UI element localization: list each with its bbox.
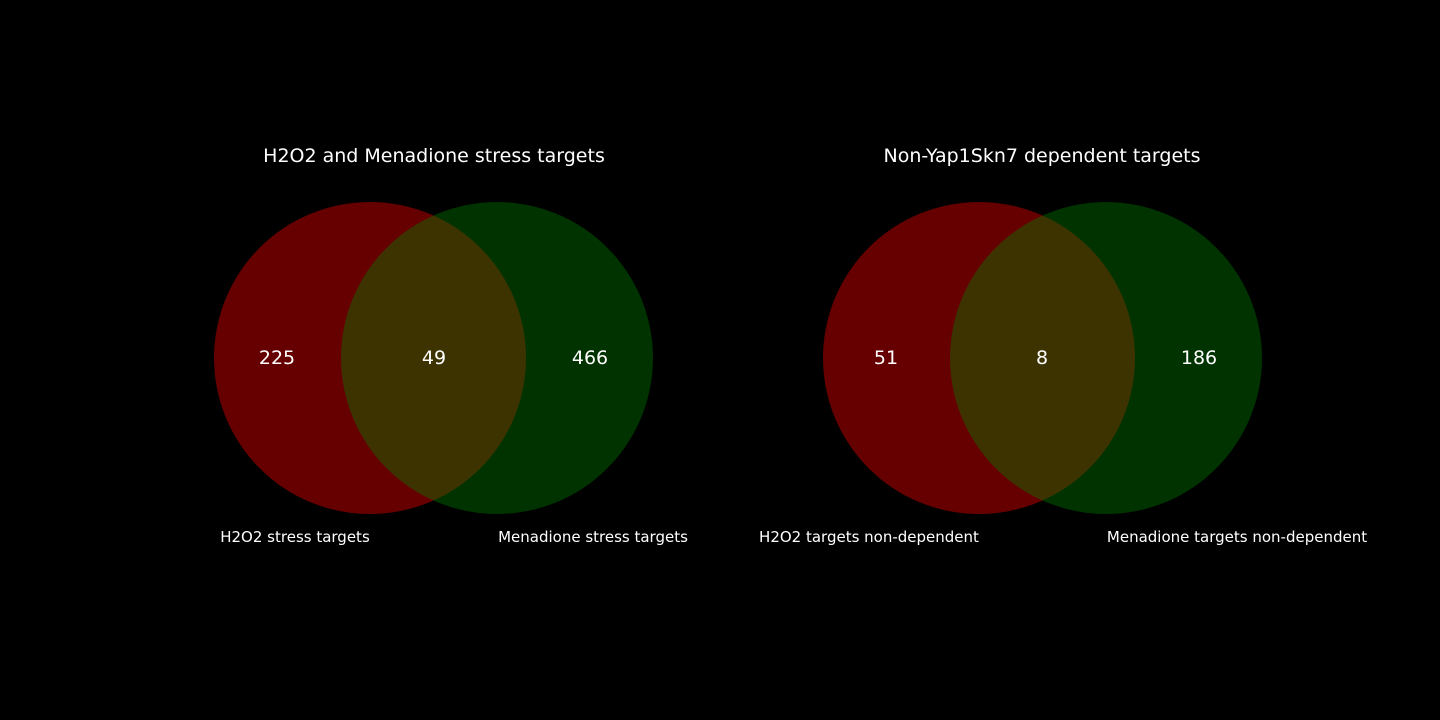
venn-non-yap1skn7-dependent: Non-Yap1Skn7 dependent targets 51 8 186 … [759,145,1367,546]
venn-h2o2-menadione-stress: H2O2 and Menadione stress targets 225 49… [214,145,688,546]
count-intersection: 8 [1036,347,1048,369]
venn-title: Non-Yap1Skn7 dependent targets [884,145,1201,167]
set-circle-menadione-stress-targets [341,202,653,514]
count-menadione-only: 466 [572,347,608,369]
set-circle-h2o2-targets-non-dependent [823,202,1135,514]
set-label-menadione-stress-targets: Menadione stress targets [498,528,688,546]
set-circle-h2o2-stress-targets [214,202,526,514]
count-intersection: 49 [422,347,446,369]
count-h2o2-only: 225 [259,347,295,369]
venn-title: H2O2 and Menadione stress targets [263,145,605,167]
set-label-h2o2-targets-non-dependent: H2O2 targets non-dependent [759,528,979,546]
set-label-menadione-targets-non-dependent: Menadione targets non-dependent [1107,528,1367,546]
count-h2o2-only: 51 [874,347,898,369]
set-circle-menadione-targets-non-dependent [950,202,1262,514]
count-menadione-only: 186 [1181,347,1217,369]
set-label-h2o2-stress-targets: H2O2 stress targets [220,528,370,546]
